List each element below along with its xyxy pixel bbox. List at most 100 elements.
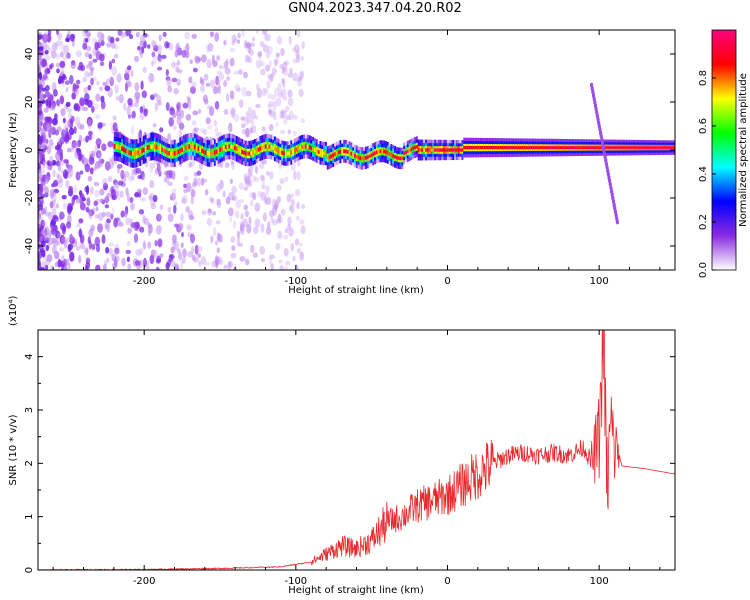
noise-speck bbox=[164, 174, 170, 184]
noise-speck bbox=[216, 70, 222, 75]
signal-band-segment bbox=[577, 146, 580, 150]
noise-speck bbox=[283, 67, 288, 76]
noise-speck bbox=[191, 81, 197, 89]
noise-speck bbox=[290, 198, 295, 207]
noise-speck bbox=[152, 93, 158, 98]
noise-speck bbox=[123, 102, 127, 111]
signal-band-segment bbox=[375, 150, 378, 155]
noise-speck bbox=[254, 115, 259, 120]
noise-speck bbox=[134, 226, 139, 231]
noise-speck bbox=[206, 44, 210, 53]
noise-speck bbox=[212, 86, 219, 95]
noise-speck bbox=[191, 33, 197, 39]
signal-band-segment bbox=[255, 148, 258, 153]
noise-speck bbox=[262, 44, 269, 53]
noise-speck bbox=[158, 165, 162, 175]
noise-speck bbox=[95, 114, 101, 120]
noise-speck bbox=[99, 86, 103, 92]
signal-band-segment bbox=[275, 147, 278, 152]
noise-speck bbox=[46, 124, 50, 133]
noise-speck bbox=[48, 211, 52, 220]
signal-band-segment bbox=[388, 152, 391, 156]
signal-band-segment bbox=[470, 145, 473, 150]
noise-speck bbox=[101, 33, 105, 43]
noise-speck bbox=[165, 170, 171, 179]
noise-speck bbox=[275, 52, 280, 59]
noise-speck bbox=[44, 50, 49, 55]
signal-band-segment bbox=[383, 149, 386, 154]
signal-band-segment bbox=[627, 146, 629, 149]
noise-speck bbox=[277, 213, 282, 222]
noise-speck bbox=[245, 41, 252, 49]
spectrogram-y-tick-label: 40 bbox=[24, 48, 35, 61]
signal-band-segment bbox=[665, 146, 668, 149]
noise-speck bbox=[45, 226, 50, 236]
signal-band-segment bbox=[528, 146, 531, 150]
noise-speck bbox=[67, 205, 72, 215]
signal-band-segment bbox=[113, 144, 116, 149]
signal-band-segment bbox=[259, 146, 262, 151]
noise-speck bbox=[165, 262, 170, 270]
noise-speck bbox=[294, 238, 300, 246]
signal-band-segment bbox=[554, 146, 557, 150]
noise-speck bbox=[196, 177, 201, 187]
signal-band-segment bbox=[286, 151, 289, 156]
noise-speck bbox=[228, 207, 234, 217]
noise-speck bbox=[65, 54, 72, 60]
noise-speck bbox=[187, 251, 193, 258]
noise-speck bbox=[147, 222, 152, 229]
noise-speck bbox=[58, 247, 65, 252]
signal-band-segment bbox=[639, 146, 642, 149]
noise-speck bbox=[75, 245, 80, 251]
noise-speck bbox=[230, 236, 236, 243]
noise-speck bbox=[186, 225, 192, 232]
signal-band-segment bbox=[213, 150, 216, 155]
noise-speck bbox=[176, 104, 181, 112]
noise-speck bbox=[149, 254, 155, 265]
noise-speck bbox=[157, 44, 162, 55]
noise-speck bbox=[228, 122, 233, 133]
noise-speck bbox=[42, 161, 46, 169]
snr-background bbox=[38, 330, 675, 570]
noise-speck bbox=[173, 263, 180, 270]
signal-band-segment bbox=[341, 149, 344, 154]
noise-speck bbox=[244, 127, 251, 138]
noise-speck bbox=[52, 169, 56, 178]
noise-speck bbox=[165, 68, 169, 77]
noise-speck bbox=[269, 109, 275, 118]
noise-speck bbox=[208, 106, 215, 117]
signal-band-segment bbox=[328, 155, 331, 160]
signal-band-segment bbox=[324, 151, 327, 156]
noise-speck bbox=[97, 151, 102, 158]
noise-speck bbox=[46, 67, 50, 73]
noise-speck bbox=[85, 261, 91, 270]
signal-band-segment bbox=[616, 146, 619, 149]
noise-speck bbox=[218, 64, 223, 70]
noise-speck bbox=[83, 247, 89, 254]
noise-speck bbox=[231, 192, 236, 197]
signal-band-segment bbox=[637, 146, 640, 149]
noise-speck bbox=[272, 100, 277, 111]
noise-speck bbox=[88, 240, 93, 250]
signal-band-segment bbox=[667, 146, 670, 149]
noise-speck bbox=[282, 61, 288, 72]
noise-speck bbox=[109, 36, 115, 44]
noise-speck bbox=[300, 118, 306, 124]
signal-band-segment bbox=[636, 146, 639, 149]
noise-speck bbox=[260, 160, 267, 165]
colorbar-label: Normalized spectral amplitude bbox=[738, 73, 749, 227]
signal-band-segment bbox=[477, 145, 480, 150]
signal-band-segment bbox=[672, 146, 675, 149]
signal-band-segment bbox=[432, 148, 435, 152]
noise-speck bbox=[38, 220, 42, 229]
signal-band-segment bbox=[525, 146, 528, 150]
noise-speck bbox=[267, 221, 271, 230]
noise-speck bbox=[127, 263, 132, 270]
noise-speck bbox=[58, 75, 64, 84]
noise-speck bbox=[45, 178, 49, 185]
noise-speck bbox=[189, 86, 196, 95]
noise-speck bbox=[272, 205, 278, 216]
noise-speck bbox=[165, 76, 171, 81]
noise-speck bbox=[290, 242, 294, 252]
noise-speck bbox=[44, 264, 49, 270]
